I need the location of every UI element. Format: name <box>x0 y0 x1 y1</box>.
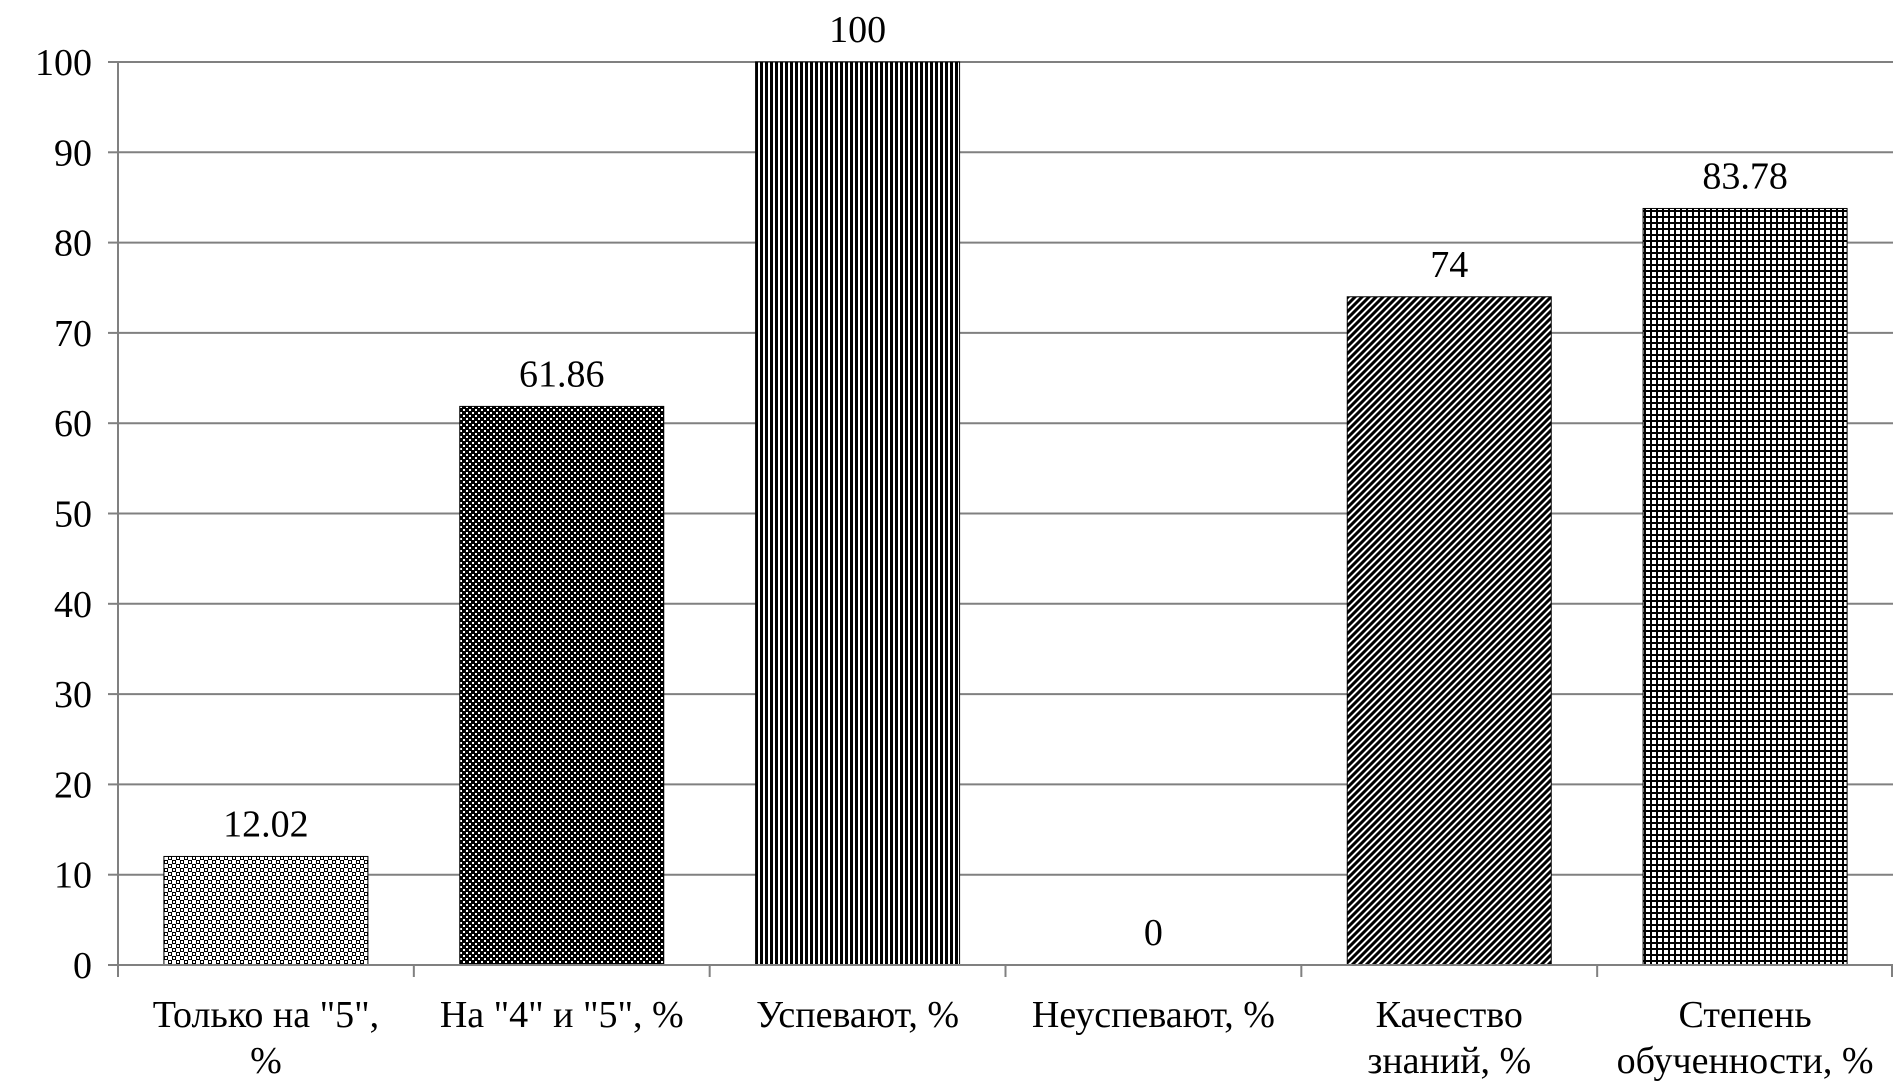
y-tick-label: 80 <box>54 223 92 265</box>
y-tick-label: 10 <box>54 855 92 897</box>
category-label: Только на "5",% <box>153 994 379 1082</box>
y-tick-label: 50 <box>54 494 92 536</box>
data-label: 74 <box>1430 244 1468 286</box>
bar <box>459 405 665 966</box>
category-label-line: Успевают, % <box>756 994 959 1036</box>
y-tick-label: 30 <box>54 674 92 716</box>
category-label-line: % <box>250 1040 282 1082</box>
data-label: 0 <box>1144 912 1163 954</box>
y-tick-label: 20 <box>54 764 92 806</box>
bar <box>1642 207 1848 966</box>
category-label: Неуспевают, % <box>1032 994 1275 1036</box>
y-tick-label: 0 <box>73 945 92 987</box>
category-label-line: обученности, % <box>1617 1040 1874 1082</box>
category-label: Степень обученности, % <box>1617 994 1874 1082</box>
y-tick-label: 100 <box>35 42 92 84</box>
gridlines <box>118 61 1893 876</box>
y-tick-label: 90 <box>54 132 92 174</box>
y-tick-label: 70 <box>54 313 92 355</box>
data-label: 12.02 <box>223 803 309 845</box>
category-label: Успевают, % <box>756 994 959 1036</box>
bar <box>755 61 961 966</box>
category-label-line: Качество <box>1376 994 1523 1036</box>
data-label: 83.78 <box>1702 155 1788 197</box>
data-label: 100 <box>829 9 886 51</box>
bar <box>1346 296 1552 966</box>
category-label-line: Только на "5", <box>153 994 379 1036</box>
data-label: 61.86 <box>519 353 605 395</box>
bar <box>163 855 369 966</box>
y-tick-label: 40 <box>54 584 92 626</box>
category-label: Качество знаний, % <box>1367 994 1531 1082</box>
y-tick-label: 60 <box>54 403 92 445</box>
category-label-line: Неуспевают, % <box>1032 994 1275 1036</box>
category-label-line: На "4" и "5", % <box>440 994 684 1036</box>
labels: 0 10 20 30 40 50 60 70 80 90 100 12.02 Только на "5"… <box>35 9 1874 1082</box>
axes <box>108 61 1893 977</box>
category-label-line: знаний, % <box>1367 1040 1531 1082</box>
category-label: На "4" и "5", % <box>440 994 684 1036</box>
category-label-line: Степень <box>1678 994 1811 1036</box>
